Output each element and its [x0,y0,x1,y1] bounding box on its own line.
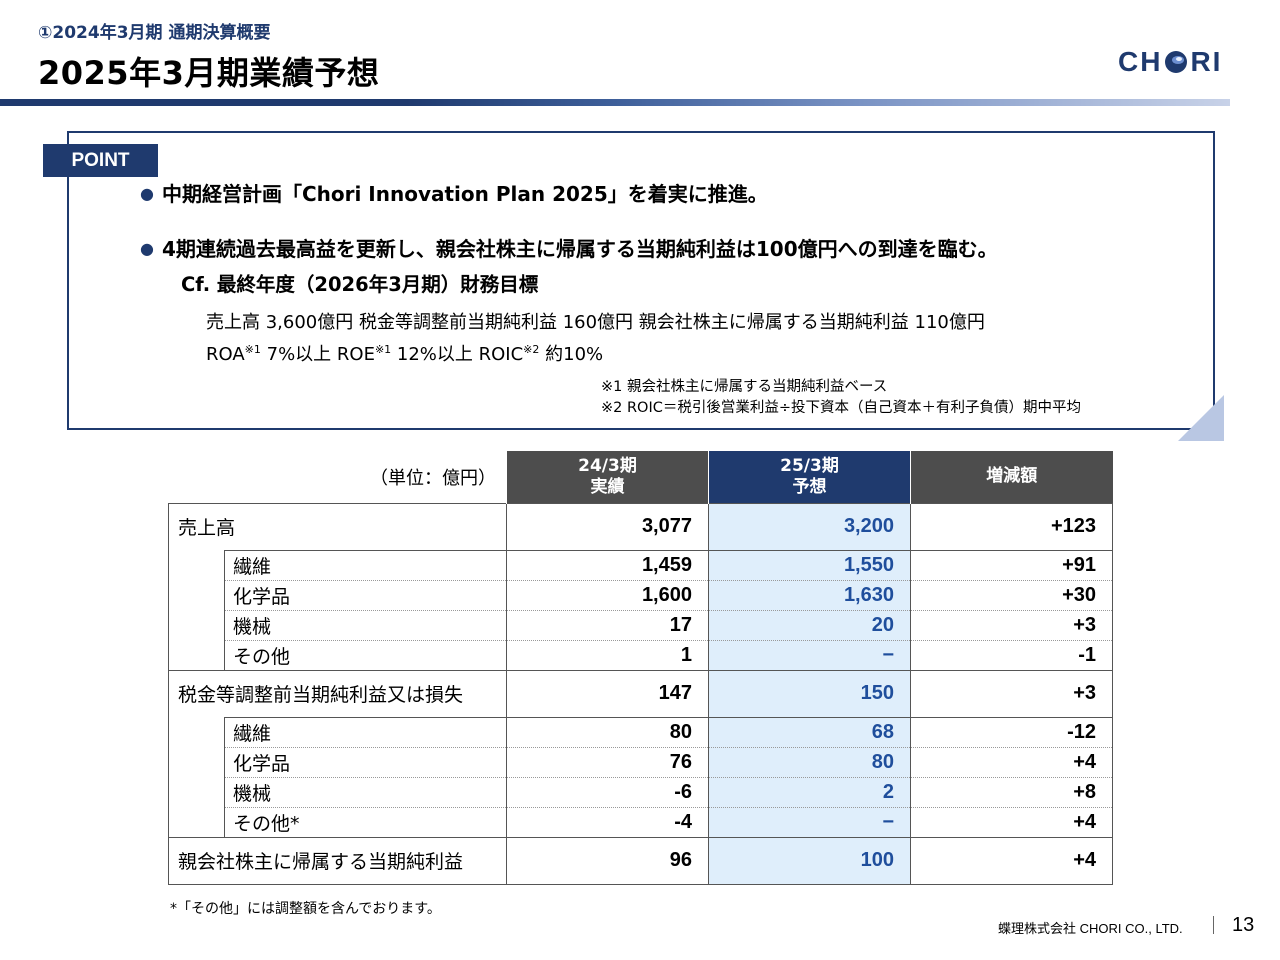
page-title: 2025年3月期業績予想 [38,54,380,92]
cell-fy24: 17 [506,609,709,640]
table-row: 機械 17 20 +3 [168,609,1113,640]
table-row: 繊維 80 68 -12 [168,716,1113,747]
row-label: 税金等調整前当期純利益又は損失 [168,669,507,717]
cell-fy25: 80 [708,746,911,777]
company-name: 蝶理株式会社 CHORI CO., LTD. [998,921,1183,936]
cell-fy24: -6 [506,776,709,807]
header-change: 増減額 [910,451,1113,503]
row-label: 繊維 [224,716,507,747]
row-label: 売上高 [168,502,507,550]
table-row-net-income: 親会社株主に帰属する当期純利益 96 100 +4 [168,836,1113,885]
cell-change: +4 [910,836,1113,885]
final-year-targets-heading: Cf. 最終年度（2026年3月期）財務目標 [181,273,539,296]
cell-fy25: 3,200 [708,502,911,550]
table-row-pretax-income: 税金等調整前当期純利益又は損失 147 150 +3 [168,669,1113,717]
header-fy25-forecast: 25/3期 予想 [708,451,911,503]
cell-change: +8 [910,776,1113,807]
cell-fy25: 100 [708,836,911,885]
table-row: 化学品 76 80 +4 [168,746,1113,777]
header-divider-bar [0,99,1230,106]
cell-change: +4 [910,806,1113,837]
cell-fy24: -4 [506,806,709,837]
point-bullet-1: ● 中期経営計画「Chori Innovation Plan 2025」を着実に推… [140,178,768,207]
row-label: 化学品 [224,579,507,610]
cell-fy25: 2 [708,776,911,807]
table-row: 化学品 1,600 1,630 +30 [168,579,1113,610]
bullet-text-1: 中期経営計画「Chori Innovation Plan 2025」を着実に推進… [161,182,768,206]
table-row-sales: 売上高 3,077 3,200 +123 [168,502,1113,550]
cell-fy25: − [708,806,911,837]
note-2: ※2 ROIC＝税引後営業利益÷投下資本（自己資本＋有利子負債）期中平均 [601,400,1082,416]
cell-change: +123 [910,502,1113,550]
table-row: 機械 -6 2 +8 [168,776,1113,807]
row-label: 繊維 [224,549,507,580]
chori-logo: CH RI [1118,46,1222,78]
row-label: その他* [224,806,507,837]
cell-fy24: 76 [506,746,709,777]
unit-label: （単位：億円） [370,467,496,489]
table-row: その他* -4 − +4 [168,806,1113,837]
bullet-text-2: 4期連続過去最高益を更新し、親会社株主に帰属する当期純利益は100億円への到達を… [161,237,998,261]
cell-fy24: 1,600 [506,579,709,610]
cell-fy24: 147 [506,669,709,717]
row-label: 機械 [224,609,507,640]
point-box-corner-decoration [1178,395,1224,441]
cell-change: +30 [910,579,1113,610]
cell-fy25: − [708,639,911,670]
row-label: 化学品 [224,746,507,777]
cell-change: -1 [910,639,1113,670]
point-label: POINT [43,144,158,177]
cell-fy25: 1,630 [708,579,911,610]
page-number: 13 [1232,914,1255,936]
cell-fy25: 68 [708,716,911,747]
row-label: 機械 [224,776,507,807]
forecast-table: （単位：億円） 24/3期 実績 25/3期 予想 増減額 売上高 3,077 3,… [168,451,1113,885]
cell-change: -12 [910,716,1113,747]
logo-globe-icon [1165,51,1188,73]
table-row: その他 1 − -1 [168,639,1113,670]
bullet-dot-icon: ● [140,239,154,258]
footer-separator [1213,916,1214,934]
cell-fy24: 1,459 [506,549,709,580]
cell-change: +3 [910,609,1113,640]
table-footnote: *「その他」には調整額を含んでおります。 [170,901,441,917]
header-fy24-actual: 24/3期 実績 [506,451,709,503]
cell-fy24: 3,077 [506,502,709,550]
row-label: その他 [224,639,507,670]
cell-change: +3 [910,669,1113,717]
cell-fy24: 80 [506,716,709,747]
point-box [67,131,1215,430]
note-1: ※1 親会社株主に帰属する当期純利益ベース [601,379,888,395]
cell-fy25: 20 [708,609,911,640]
target-line-2: ROA※1 7%以上 ROE※1 12%以上 ROIC※2 約10% [206,343,604,365]
cell-change: +4 [910,746,1113,777]
section-subtitle: ①2024年3月期 通期決算概要 [38,23,271,43]
cell-fy24: 1 [506,639,709,670]
target-line-1: 売上高 3,600億円 税金等調整前当期純利益 160億円 親会社株主に帰属する… [206,312,985,333]
cell-fy25: 150 [708,669,911,717]
cell-change: +91 [910,549,1113,580]
logo-text-left: CH [1118,46,1163,77]
point-bullet-2: ● 4期連続過去最高益を更新し、親会社株主に帰属する当期純利益は100億円への到達… [140,233,998,262]
logo-text-right: RI [1190,46,1223,77]
table-row: 繊維 1,459 1,550 +91 [168,549,1113,580]
row-label: 親会社株主に帰属する当期純利益 [168,836,507,885]
cell-fy24: 96 [506,836,709,885]
bullet-dot-icon: ● [140,184,154,203]
cell-fy25: 1,550 [708,549,911,580]
